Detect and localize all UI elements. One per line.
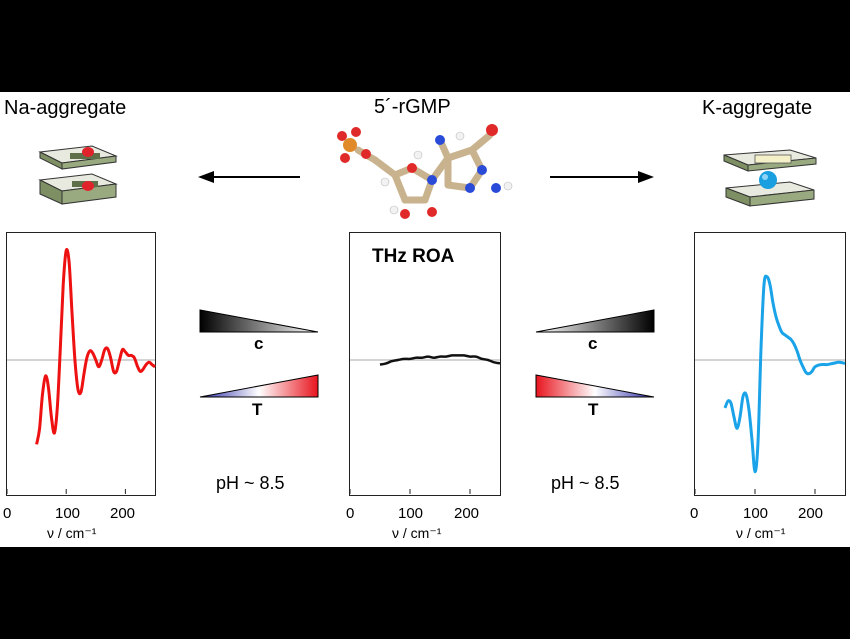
- na-aggregate-structure-icon: [38, 145, 118, 205]
- k-aggregate-structure-icon: [723, 149, 817, 207]
- center-x-axis-label: ν / cm⁻¹: [392, 525, 442, 541]
- center-spectrum-frame: [349, 232, 501, 496]
- left-x-axis-label: ν / cm⁻¹: [47, 525, 97, 541]
- left-t-label: T: [252, 400, 263, 419]
- right-x-axis-label: ν / cm⁻¹: [736, 525, 786, 541]
- right-concentration-wedge: [535, 309, 655, 333]
- k-spectrum-curve: [723, 274, 846, 474]
- center-tick-0: 0: [346, 505, 355, 522]
- arrow-right-icon: [550, 171, 654, 183]
- left-c-label: c: [254, 334, 264, 353]
- rgmp-molecule-icon: [337, 124, 513, 219]
- right-tick-100: 100: [743, 505, 769, 522]
- center-tick-100: 100: [398, 505, 424, 522]
- center-tick-200: 200: [454, 505, 480, 522]
- na-spectrum-frame: [6, 232, 156, 496]
- right-temperature-wedge: [535, 374, 655, 398]
- left-temperature-wedge: [199, 374, 319, 398]
- ph-right: pH ~ 8.5: [551, 473, 620, 493]
- na-spectrum-curve: [35, 248, 156, 445]
- arrow-left-icon: [198, 171, 300, 183]
- right-c-label: c: [588, 334, 598, 353]
- right-tick-0: 0: [690, 505, 699, 522]
- left-tick-100: 100: [55, 505, 81, 522]
- ph-left: pH ~ 8.5: [216, 473, 285, 493]
- na-aggregate-title: Na-aggregate: [4, 97, 127, 119]
- right-tick-200: 200: [798, 505, 824, 522]
- right-t-label: T: [588, 400, 599, 419]
- center-plot-title: THz ROA: [372, 246, 455, 267]
- rgmp-title: 5´-rGMP: [374, 96, 451, 118]
- left-tick-200: 200: [110, 505, 136, 522]
- left-tick-0: 0: [3, 505, 12, 522]
- left-concentration-wedge: [199, 309, 319, 333]
- k-aggregate-title: K-aggregate: [702, 97, 813, 119]
- center-spectrum-curve: [379, 354, 501, 366]
